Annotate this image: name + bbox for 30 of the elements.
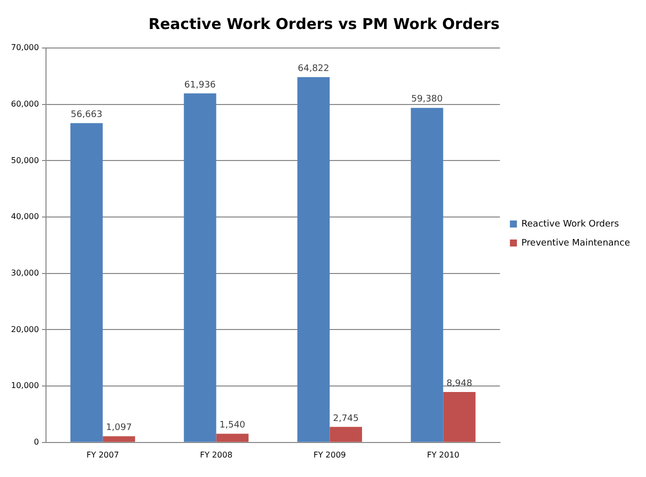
- bar: [216, 434, 249, 442]
- legend-label: Reactive Work Orders: [521, 219, 620, 230]
- legend-label: Preventive Maintenance: [521, 238, 630, 248]
- bar: [184, 93, 216, 442]
- data-label: 59,380: [411, 94, 444, 105]
- bar: [70, 123, 103, 442]
- y-tick-label: 70,000: [10, 43, 39, 52]
- x-tick-label: FY 2008: [200, 450, 232, 460]
- data-label: 1,097: [106, 423, 132, 434]
- y-tick-label: 10,000: [10, 381, 39, 390]
- y-tick-label: 0: [34, 437, 39, 446]
- x-tick-label: FY 2010: [426, 450, 460, 460]
- y-tick-label: 60,000: [10, 99, 39, 108]
- bar: [330, 426, 362, 442]
- y-tick-label: 40,000: [10, 212, 39, 222]
- y-tick-label: 50,000: [10, 156, 39, 165]
- y-tick-label: 20,000: [10, 324, 39, 334]
- y-tick-label: 30,000: [10, 268, 39, 278]
- x-tick-label: FY 2009: [313, 450, 346, 460]
- bar: [102, 436, 136, 442]
- bar: [443, 392, 476, 442]
- data-label: 61,936: [184, 80, 216, 90]
- data-label: 2,745: [332, 414, 359, 424]
- x-tick-label: FY 2007: [86, 450, 119, 460]
- bar: [410, 108, 444, 442]
- bar: [297, 77, 330, 442]
- chart-title: Reactive Work Orders vs PM Work Orders: [148, 14, 500, 33]
- data-label: 64,822: [298, 64, 330, 74]
- data-label: 1,540: [220, 420, 246, 431]
- data-label: 56,663: [70, 110, 102, 120]
